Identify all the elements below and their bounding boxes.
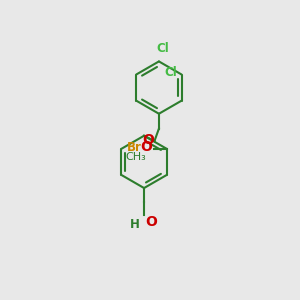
Text: Cl: Cl bbox=[164, 66, 177, 79]
Text: O: O bbox=[146, 215, 158, 230]
Text: O: O bbox=[140, 140, 152, 154]
Text: CH₃: CH₃ bbox=[125, 152, 146, 162]
Text: Br: Br bbox=[127, 141, 142, 154]
Text: Cl: Cl bbox=[156, 42, 169, 55]
Text: O: O bbox=[142, 133, 154, 147]
Text: H: H bbox=[130, 218, 140, 231]
